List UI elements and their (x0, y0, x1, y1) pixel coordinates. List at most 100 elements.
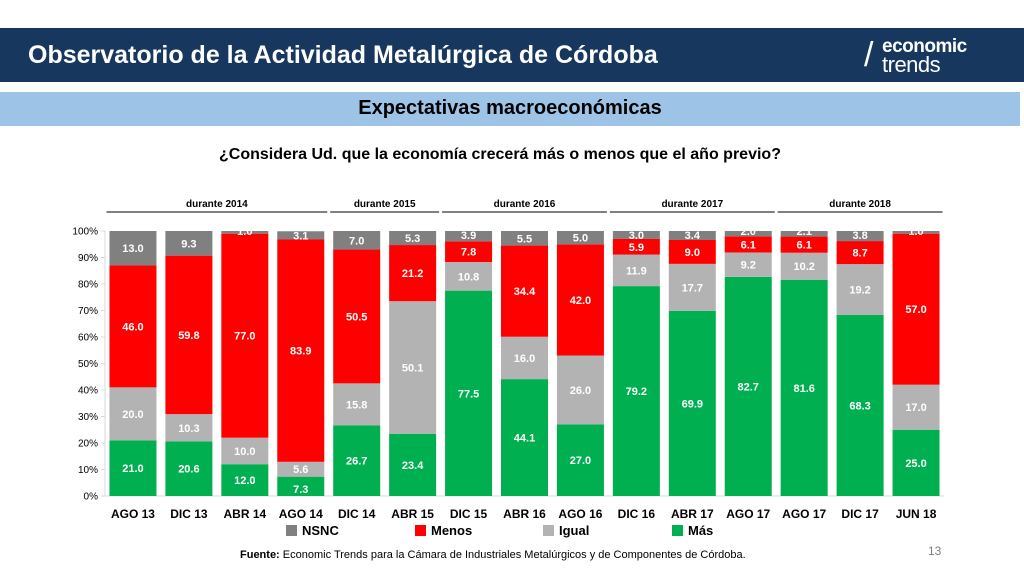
bar-segment (612, 286, 660, 496)
data-label: 25.0 (905, 458, 926, 470)
y-tick-label: 100% (72, 227, 98, 238)
x-category-label: ABR 16 (503, 507, 546, 521)
x-category-label: DIC 16 (618, 507, 656, 521)
period-group-label: durante 2018 (829, 199, 891, 210)
economic-trends-logo: / economic trends (864, 36, 1004, 77)
bar-segment (780, 236, 828, 253)
data-label: 10.3 (178, 423, 199, 435)
section-title: Expectativas macroeconómicas (358, 97, 662, 119)
legend-label: Más (688, 523, 713, 538)
period-group-label: durante 2016 (494, 199, 556, 210)
bar-segment (277, 239, 325, 462)
bar-segment (333, 231, 381, 250)
data-label: 10.8 (458, 271, 479, 283)
data-label: 3.4 (685, 230, 701, 242)
data-label: 15.8 (346, 399, 367, 411)
source-label: Fuente: (240, 549, 280, 561)
bar-segment (668, 240, 716, 264)
data-label: 20.0 (122, 409, 143, 421)
data-label: 3.9 (461, 230, 476, 242)
data-label: 21.2 (402, 268, 423, 280)
data-label: 5.6 (293, 464, 308, 476)
x-category-label: AGO 13 (111, 507, 155, 521)
x-category-label: ABR 14 (223, 507, 266, 521)
bar-segment (836, 264, 884, 316)
bar-segment (668, 310, 716, 496)
data-label: 2.0 (741, 226, 756, 238)
y-tick-label: 90% (78, 253, 98, 264)
bar-segment (612, 238, 660, 255)
bar-segment (668, 231, 716, 241)
logo-trends-text: trends (882, 52, 941, 77)
y-tick-label: 50% (78, 359, 98, 370)
page-number: 13 (928, 544, 942, 558)
bar-segment (724, 236, 772, 253)
data-label: 6.1 (797, 240, 812, 252)
data-label: 77.0 (234, 331, 255, 343)
bar-segment (165, 414, 213, 442)
bar-segment (221, 437, 269, 465)
bar-segment (724, 231, 772, 237)
period-group-label: durante 2015 (354, 199, 416, 210)
chart-question: ¿Considera Ud. que la economía crecerá m… (219, 146, 781, 163)
data-label: 23.4 (402, 460, 424, 472)
logo-economic-text: economic (882, 36, 967, 57)
x-category-label: DIC 17 (841, 507, 879, 521)
bar-segment (780, 231, 828, 237)
bar-segment (389, 231, 437, 246)
data-label: 68.3 (849, 401, 870, 413)
page-title: Observatorio de la Actividad Metalúrgica… (28, 41, 658, 69)
source-note: Fuente: Economic Trends para la Cámara d… (240, 549, 746, 561)
data-label: 2.1 (797, 226, 812, 238)
y-tick-label: 0% (84, 492, 99, 503)
bar-segment (612, 254, 660, 287)
logo-slash-icon: / (864, 36, 874, 74)
y-tick-label: 30% (78, 412, 98, 423)
bar-segment (892, 384, 940, 430)
data-label: 9.3 (181, 238, 196, 250)
bar-segment (445, 241, 493, 263)
y-tick-label: 20% (78, 439, 98, 450)
x-category-label: DIC 13 (170, 507, 208, 521)
bar-segment (836, 241, 884, 265)
bar-segment (109, 265, 157, 388)
bar-segment (501, 231, 548, 246)
x-category-label: AGO 17 (782, 507, 826, 521)
bar-segment (780, 252, 828, 280)
data-label: 5.5 (517, 233, 532, 245)
data-label: 5.0 (573, 233, 588, 245)
data-label: 21.0 (122, 463, 143, 475)
data-label: 77.5 (458, 388, 479, 400)
x-category-label: DIC 14 (338, 507, 376, 521)
data-label: 83.9 (290, 346, 311, 358)
data-label: 19.2 (849, 285, 870, 297)
legend-label: Menos (431, 523, 472, 538)
bar-segment (333, 249, 381, 384)
data-label: 79.2 (626, 386, 647, 398)
bar-segment (501, 379, 548, 496)
bar-segment (165, 255, 213, 415)
y-tick-label: 70% (78, 306, 98, 317)
data-label: 1.0 (237, 226, 252, 238)
y-tick-label: 80% (78, 280, 98, 291)
data-label: 20.6 (178, 464, 199, 476)
data-label: 10.2 (793, 261, 814, 273)
bar-segment (612, 231, 660, 239)
x-category-label: AGO 14 (279, 507, 323, 521)
data-label: 17.7 (682, 282, 703, 294)
bar-segment (836, 231, 884, 242)
data-label: 81.6 (793, 383, 814, 395)
x-category-label: ABR 15 (391, 507, 434, 521)
data-label: 50.1 (402, 363, 423, 375)
bar-segment (221, 233, 269, 438)
data-label: 26.0 (570, 385, 591, 397)
legend-swatch (672, 525, 683, 536)
bar-segment (165, 441, 213, 496)
period-group-label: durante 2014 (186, 199, 248, 210)
data-label: 7.0 (349, 235, 364, 247)
x-category-label: DIC 15 (450, 507, 488, 521)
bar-segment (668, 263, 716, 311)
source-text: Economic Trends para la Cámara de Indust… (279, 549, 746, 561)
bar-segment (389, 433, 437, 496)
